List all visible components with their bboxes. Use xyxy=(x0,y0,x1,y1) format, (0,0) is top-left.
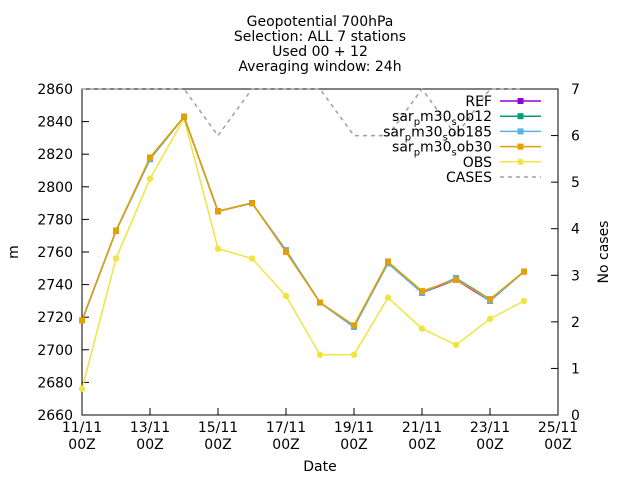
data-point xyxy=(452,341,460,349)
legend-label: CASES xyxy=(446,170,492,186)
y-tick-label: 2840 xyxy=(37,115,73,131)
y-axis: 2660 2680 2700 2720 2740 2760 2780 2800 2820 2840… xyxy=(37,82,89,424)
x-tick-label-time: 00Z xyxy=(408,437,435,453)
y2-axis-label: No cases xyxy=(596,221,612,284)
legend-label: OBS xyxy=(463,155,492,171)
data-point xyxy=(384,294,392,301)
y-axis-label: m xyxy=(6,245,22,259)
data-point xyxy=(282,292,290,300)
data-point xyxy=(248,255,256,262)
data-point xyxy=(453,276,459,283)
x-tick-label-time: 00Z xyxy=(272,437,299,453)
data-point xyxy=(316,351,324,358)
legend-marker xyxy=(517,128,524,135)
data-point xyxy=(419,288,425,295)
data-point xyxy=(112,255,120,262)
y-tick-label: 2740 xyxy=(37,278,73,294)
y2-tick-label: 7 xyxy=(571,82,580,98)
title-line-2: Selection: ALL 7 stations xyxy=(234,29,406,45)
legend-label: sarpm30sob30 xyxy=(392,140,492,159)
data-point xyxy=(147,154,153,161)
x-tick-label: 19/11 xyxy=(334,420,374,436)
y-tick-label: 2760 xyxy=(37,245,73,261)
x-tick-label: 17/11 xyxy=(266,420,306,436)
x-tick-label-time: 00Z xyxy=(136,437,163,453)
x-tick-label-time: 00Z xyxy=(68,437,95,453)
legend-marker xyxy=(517,143,524,150)
series-line xyxy=(81,116,525,390)
legend: REFsarpm30sob12sarpm30sob185sarpm30sob30… xyxy=(383,94,541,186)
x-tick-label: 23/11 xyxy=(470,420,510,436)
series-cases xyxy=(82,87,524,137)
cases-line xyxy=(82,87,524,137)
x-tick-label: 13/11 xyxy=(130,420,170,436)
y2-tick-label: 3 xyxy=(571,268,580,284)
data-point xyxy=(350,351,358,358)
y2-tick-label: 4 xyxy=(571,222,580,238)
data-point xyxy=(283,249,289,255)
y2-axis: 0 1 2 3 4 5 6 7 xyxy=(551,82,580,424)
data-point xyxy=(385,258,391,265)
data-point xyxy=(486,315,494,323)
data-point xyxy=(215,208,221,215)
title-line-3: Used 00 + 12 xyxy=(272,44,368,60)
x-tick-label: 11/11 xyxy=(62,420,102,436)
y-tick-label: 2680 xyxy=(37,375,73,391)
series-sar-pm30-sob30 xyxy=(79,113,527,329)
x-tick-label-time: 00Z xyxy=(204,437,231,453)
data-point xyxy=(181,113,187,120)
title-line-1: Geopotential 700hPa xyxy=(247,14,394,30)
x-tick-label-time: 00Z xyxy=(544,437,571,453)
x-tick-label: 15/11 xyxy=(198,420,238,436)
data-point xyxy=(214,245,222,252)
y2-tick-label: 2 xyxy=(571,315,580,331)
data-point xyxy=(249,200,255,207)
y-tick-label: 2860 xyxy=(37,82,73,98)
series-line xyxy=(81,115,525,327)
x-axis-label: Date xyxy=(303,459,336,475)
data-point xyxy=(79,317,85,324)
data-point xyxy=(521,268,527,275)
data-point xyxy=(487,296,493,303)
x-axis: 11/1100Z13/1100Z15/1100Z17/1100Z19/1100Z… xyxy=(62,408,578,453)
legend-marker xyxy=(517,158,524,165)
series-layer xyxy=(78,87,528,393)
y-tick-label: 2720 xyxy=(37,310,73,326)
data-point xyxy=(78,385,86,393)
data-point xyxy=(113,227,119,234)
x-tick-label-time: 00Z xyxy=(476,437,503,453)
y-tick-label: 2780 xyxy=(37,212,73,228)
x-tick-label-time: 00Z xyxy=(340,437,367,453)
legend-marker xyxy=(517,113,524,120)
y2-tick-label: 0 xyxy=(571,408,580,424)
title-line-4: Averaging window: 24h xyxy=(238,59,401,75)
x-tick-label: 21/11 xyxy=(402,420,442,436)
data-point xyxy=(520,297,528,305)
y-tick-label: 2800 xyxy=(37,180,73,196)
y2-tick-label: 5 xyxy=(571,175,580,191)
legend-label: sarpm30sob185 xyxy=(383,124,492,143)
y-tick-label: 2700 xyxy=(37,343,73,359)
legend-label: REF xyxy=(465,94,492,110)
chart-title: Geopotential 700hPa Selection: ALL 7 sta… xyxy=(234,14,406,75)
x-tick-label: 25/11 xyxy=(538,420,578,436)
legend-label: sarpm30sob12 xyxy=(392,109,492,128)
data-point xyxy=(146,175,154,182)
data-point xyxy=(351,322,357,329)
y-tick-label: 2660 xyxy=(37,408,73,424)
y-tick-label: 2820 xyxy=(37,147,73,163)
series-obs xyxy=(78,115,528,393)
data-point xyxy=(317,299,323,306)
y2-tick-label: 6 xyxy=(571,129,580,145)
legend-marker xyxy=(517,98,524,104)
data-point xyxy=(418,325,426,332)
y2-tick-label: 1 xyxy=(571,361,580,377)
